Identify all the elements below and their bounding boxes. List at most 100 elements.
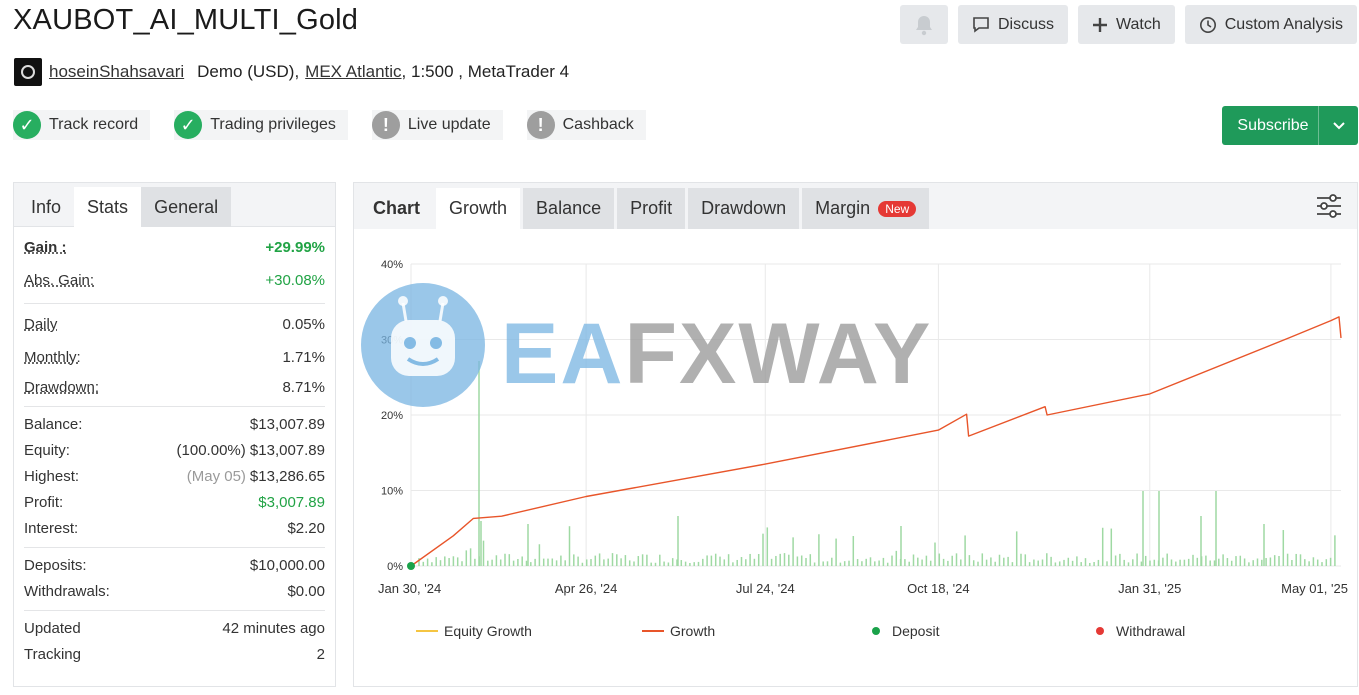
chart-panel: Chart Growth Balance Profit Drawdown Mar… bbox=[353, 182, 1358, 687]
ytick-label: 20% bbox=[381, 410, 403, 422]
stat-row: Gain : +29.99% bbox=[24, 231, 325, 264]
gain-value: +29.99% bbox=[265, 239, 325, 256]
equity-amount: $13,007.89 bbox=[249, 441, 325, 459]
withdrawals-value: $0.00 bbox=[287, 582, 325, 600]
discuss-button[interactable]: Discuss bbox=[957, 5, 1068, 44]
legend-label: Growth bbox=[670, 623, 716, 639]
stats-panel: Info Stats General Gain : +29.99% Abs. G… bbox=[13, 182, 336, 687]
balance-label: Balance: bbox=[24, 415, 83, 433]
tab-info[interactable]: Info bbox=[31, 196, 62, 217]
tab-profit[interactable]: Profit bbox=[617, 188, 686, 229]
tab-margin[interactable]: Margin New bbox=[802, 188, 930, 229]
legend-deposit[interactable]: Deposit bbox=[872, 623, 1096, 639]
badge-label: Track record bbox=[49, 116, 139, 133]
tab-stats[interactable]: Stats bbox=[74, 187, 142, 227]
interest-value: $2.20 bbox=[287, 519, 325, 537]
stat-row: Abs. Gain: +30.08% bbox=[24, 264, 325, 297]
ytick-label: 40% bbox=[381, 259, 403, 271]
legend-swatch bbox=[872, 627, 880, 635]
discuss-label: Discuss bbox=[997, 15, 1054, 33]
withdrawals-label: Withdrawals: bbox=[24, 582, 110, 600]
xtick-label: Oct 18, '24 bbox=[907, 581, 969, 596]
balance-value: $13,007.89 bbox=[249, 415, 325, 433]
highest-value: (May 05) $13,286.65 bbox=[187, 468, 325, 485]
tab-drawdown[interactable]: Drawdown bbox=[688, 188, 800, 229]
legend-growth[interactable]: Growth bbox=[642, 623, 872, 639]
comment-icon bbox=[973, 17, 989, 33]
balance-group: Balance: $13,007.89 Equity: (100.00%) $1… bbox=[24, 407, 325, 548]
legend-withdrawal[interactable]: Withdrawal bbox=[1096, 623, 1185, 639]
badge-live-update: ! Live update bbox=[371, 110, 503, 140]
abs-gain-label[interactable]: Abs. Gain: bbox=[24, 272, 95, 289]
profit-value: $3,007.89 bbox=[258, 493, 325, 511]
daily-value: 0.05% bbox=[282, 316, 325, 333]
badge-trading-privileges: ✓ Trading privileges bbox=[174, 110, 348, 140]
chart-legend: Equity Growth Growth Deposit Withdrawal bbox=[416, 623, 1185, 639]
exclamation-icon: ! bbox=[526, 111, 555, 139]
badge-label: Cashback bbox=[562, 116, 634, 133]
series-line-growth bbox=[410, 316, 1342, 567]
badge-cashback: ! Cashback bbox=[526, 110, 646, 140]
watch-label: Watch bbox=[1115, 15, 1161, 33]
profit-label: Profit: bbox=[24, 493, 64, 511]
tab-margin-label: Margin bbox=[815, 198, 871, 218]
clock-icon bbox=[1199, 16, 1216, 33]
legend-equity-growth[interactable]: Equity Growth bbox=[416, 623, 642, 639]
badge-label: Live update bbox=[407, 116, 491, 133]
chart-tabs-title: Chart bbox=[373, 198, 421, 218]
drawdown-label[interactable]: Drawdown: bbox=[24, 378, 100, 396]
legend-label: Withdrawal bbox=[1116, 623, 1186, 639]
stat-row: Monthly: 1.71% bbox=[24, 341, 325, 374]
monthly-label[interactable]: Monthly: bbox=[24, 349, 81, 366]
chevron-down-icon[interactable] bbox=[1318, 106, 1358, 145]
username-link[interactable]: hoseinShahsavari bbox=[49, 62, 185, 81]
monthly-value: 1.71% bbox=[282, 349, 325, 366]
page-title: XAUBOT_AI_MULTI_Gold bbox=[13, 4, 359, 36]
rates-group: Daily 0.05% Monthly: 1.71% Drawdown: 8.7… bbox=[24, 304, 325, 407]
xtick-label: Jul 24, '24 bbox=[736, 581, 795, 596]
broker-link[interactable]: MEX Atlantic bbox=[305, 62, 402, 81]
stat-row: Profit: $3,007.89 bbox=[24, 489, 325, 515]
chart-settings-icon[interactable] bbox=[1315, 193, 1343, 224]
tracking-label: Tracking bbox=[24, 645, 81, 663]
tab-balance[interactable]: Balance bbox=[523, 188, 615, 229]
daily-label[interactable]: Daily bbox=[24, 316, 58, 333]
avatar[interactable] bbox=[14, 58, 42, 86]
equity-label: Equity: bbox=[24, 441, 70, 459]
growth-chart[interactable]: 0% 10% 20% 30% 40% Jan 30, '24 Apr 26, '24 Jul… bbox=[354, 229, 1357, 609]
stat-row: Highest: (May 05) $13,286.65 bbox=[24, 463, 325, 489]
leverage-platform: , 1:500 , MetaTrader 4 bbox=[401, 62, 570, 81]
custom-analysis-button[interactable]: Custom Analysis bbox=[1184, 5, 1357, 44]
tab-general[interactable]: General bbox=[141, 187, 232, 227]
updated-value: 42 minutes ago bbox=[222, 619, 325, 637]
stat-row: Deposits: $10,000.00 bbox=[24, 552, 325, 578]
xtick-label: Jan 30, '24 bbox=[378, 581, 441, 596]
badge-track-record: ✓ Track record bbox=[13, 110, 151, 140]
account-type: Demo (USD), bbox=[197, 62, 300, 81]
subscribe-label: Subscribe bbox=[1237, 116, 1309, 134]
updated-group: Updated 42 minutes ago Tracking 2 bbox=[24, 611, 325, 673]
check-icon: ✓ bbox=[174, 111, 203, 139]
watch-button[interactable]: Watch bbox=[1077, 5, 1175, 44]
gain-label[interactable]: Gain : bbox=[24, 239, 67, 256]
badge-label: Trading privileges bbox=[210, 116, 336, 133]
bell-icon bbox=[915, 15, 932, 35]
notify-button[interactable] bbox=[899, 5, 948, 44]
interest-label: Interest: bbox=[24, 519, 79, 537]
deposits-group: Deposits: $10,000.00 Withdrawals: $0.00 bbox=[24, 548, 325, 611]
deposits-label: Deposits: bbox=[24, 556, 87, 574]
status-badges: ✓ Track record ✓ Trading privileges ! Li… bbox=[13, 110, 646, 140]
legend-swatch bbox=[1096, 627, 1104, 635]
subscribe-button[interactable]: Subscribe bbox=[1222, 106, 1358, 145]
highest-amount: $13,286.65 bbox=[249, 467, 325, 485]
tracking-value: 2 bbox=[316, 645, 325, 663]
header-actions: Discuss Watch Custom Analysis bbox=[899, 5, 1357, 44]
abs-gain-value: +30.08% bbox=[265, 272, 325, 289]
custom-analysis-label: Custom Analysis bbox=[1224, 15, 1343, 33]
legend-swatch bbox=[416, 630, 438, 632]
stats-tabs: Info Stats General bbox=[14, 183, 335, 227]
account-info: hoseinShahsavari Demo (USD), MEX Atlanti… bbox=[14, 58, 569, 86]
stat-row: Balance: $13,007.89 bbox=[24, 411, 325, 437]
tab-growth[interactable]: Growth bbox=[436, 188, 521, 229]
ytick-label: 10% bbox=[381, 486, 403, 498]
